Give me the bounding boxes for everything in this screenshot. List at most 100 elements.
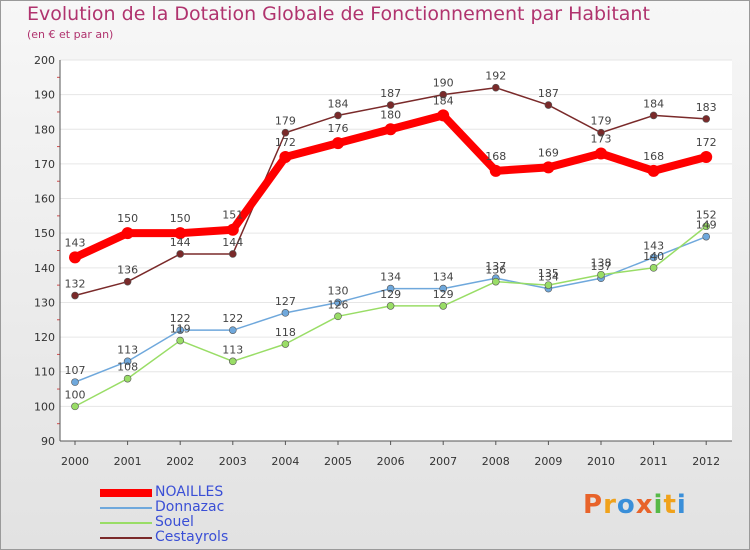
data-label: 107: [65, 364, 86, 377]
data-label: 151: [222, 209, 243, 222]
data-label: 143: [643, 239, 664, 252]
data-label: 172: [696, 136, 717, 149]
legend-label: Souel: [155, 514, 194, 530]
data-label: 143: [65, 236, 86, 249]
data-point: [439, 302, 448, 310]
x-tick-label: 2011: [640, 455, 668, 468]
x-tick-label: 2008: [482, 455, 510, 468]
data-label: 140: [643, 250, 664, 263]
data-point: [597, 128, 605, 137]
data-point: [332, 137, 344, 150]
x-tick-label: 2006: [377, 455, 405, 468]
data-point: [702, 232, 711, 241]
data-label: 192: [485, 70, 506, 83]
x-tick-label: 2001: [114, 455, 142, 468]
data-label: 118: [275, 326, 296, 339]
data-point: [386, 101, 395, 109]
data-point: [121, 227, 134, 240]
proxiti-logo: Proxiti: [583, 490, 687, 520]
x-tick-label: 2007: [429, 455, 457, 468]
data-label: 184: [328, 97, 349, 110]
data-label: 152: [696, 208, 717, 221]
data-point: [386, 302, 395, 310]
data-point: [597, 270, 605, 279]
data-point: [334, 298, 342, 307]
data-point: [702, 115, 711, 123]
x-tick-label: 2010: [587, 455, 615, 468]
data-label: 108: [117, 361, 138, 374]
x-tick-label: 2004: [271, 455, 299, 468]
chart-subtitle: (en € et par an): [27, 28, 114, 41]
data-label: 119: [170, 323, 191, 336]
y-tick-label: 150: [34, 227, 55, 240]
data-point: [700, 150, 713, 163]
data-point: [71, 291, 79, 300]
data-point: [281, 340, 290, 348]
data-label: 137: [591, 260, 612, 273]
data-label: 187: [380, 87, 401, 100]
logo-letter: i: [653, 490, 664, 520]
data-label: 132: [65, 278, 86, 291]
data-label: 130: [328, 284, 349, 297]
chart-title: Evolution de la Dotation Globale de Fonc…: [27, 3, 650, 25]
data-label: 176: [328, 122, 349, 135]
x-tick-label: 2002: [166, 455, 194, 468]
legend-label: Donnazac: [155, 499, 225, 515]
data-point: [437, 109, 450, 122]
data-label: 122: [222, 312, 243, 325]
y-tick-label: 100: [34, 400, 55, 413]
data-point: [123, 357, 132, 366]
data-point: [702, 222, 711, 231]
data-label: 173: [591, 133, 612, 146]
data-label: 149: [696, 219, 717, 232]
data-point: [542, 161, 555, 174]
data-point: [649, 253, 658, 262]
data-point: [176, 326, 184, 334]
data-point: [491, 83, 500, 92]
data-label: 129: [380, 288, 401, 301]
data-label: 127: [275, 295, 296, 308]
plot-area: [60, 60, 732, 441]
data-label: 144: [170, 236, 191, 249]
data-point: [229, 326, 237, 334]
x-tick-label: 2000: [61, 455, 89, 468]
y-tick-label: 190: [34, 89, 55, 102]
data-label: 135: [538, 267, 559, 280]
data-label: 113: [222, 343, 243, 356]
data-label: 137: [485, 260, 506, 273]
data-point: [386, 284, 395, 293]
data-label: 184: [643, 97, 664, 110]
data-point: [176, 336, 184, 345]
data-label: 136: [485, 264, 506, 277]
data-point: [71, 378, 79, 386]
data-label: 122: [170, 312, 191, 325]
logo-letter: x: [635, 490, 654, 520]
data-point: [174, 227, 187, 240]
data-point: [69, 251, 81, 264]
data-label: 187: [538, 87, 559, 100]
y-tick-label: 90: [41, 435, 55, 448]
data-label: 168: [485, 150, 506, 163]
data-label: 113: [117, 343, 138, 356]
data-point: [229, 357, 237, 366]
data-point: [439, 90, 448, 99]
x-tick-label: 2003: [219, 455, 247, 468]
data-label: 183: [696, 101, 717, 114]
data-label: 169: [538, 146, 559, 159]
data-point: [439, 284, 448, 293]
y-tick-label: 180: [34, 123, 55, 136]
data-point: [647, 164, 660, 177]
logo-letter: o: [616, 490, 636, 520]
data-point: [229, 250, 237, 258]
data-point: [334, 111, 342, 120]
y-tick-label: 160: [34, 193, 55, 206]
data-point: [334, 312, 342, 321]
y-tick-label: 200: [34, 54, 55, 67]
data-label: 150: [117, 212, 138, 225]
data-label: 126: [328, 298, 349, 311]
data-label: 134: [433, 271, 454, 284]
data-point: [71, 402, 79, 411]
x-tick-label: 2012: [692, 455, 720, 468]
data-point: [279, 150, 292, 163]
